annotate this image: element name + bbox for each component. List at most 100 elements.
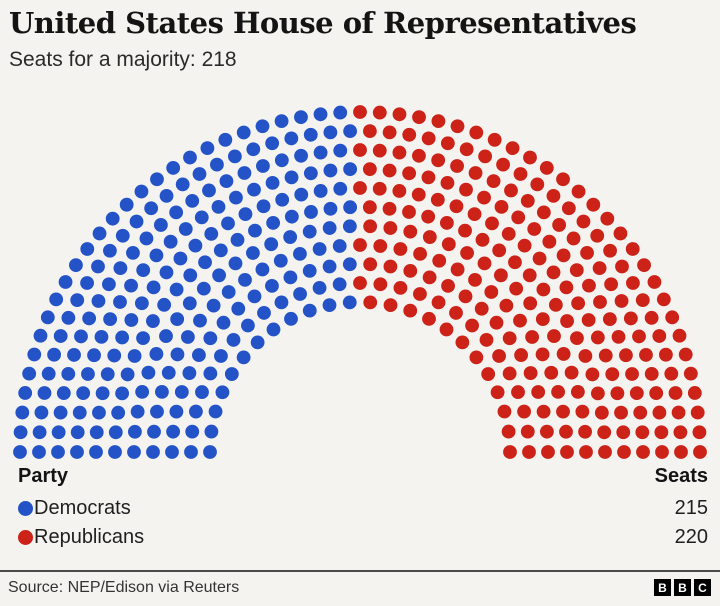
seat-dot bbox=[511, 210, 526, 225]
seat-dot bbox=[313, 107, 328, 122]
seat-dot bbox=[194, 210, 209, 225]
seat-dot bbox=[250, 335, 265, 350]
seat-dot bbox=[468, 272, 482, 287]
seat-dot bbox=[421, 170, 436, 185]
seat-dot bbox=[502, 331, 517, 346]
seat-dot bbox=[294, 187, 309, 202]
seat-dot bbox=[535, 312, 550, 327]
seat-dot bbox=[41, 366, 56, 381]
seat-dot bbox=[402, 127, 417, 142]
seat-dot bbox=[674, 445, 688, 459]
seat-dot bbox=[403, 224, 418, 239]
seat-dot bbox=[184, 445, 198, 459]
seat-dot bbox=[273, 253, 288, 268]
seat-dot bbox=[294, 110, 308, 125]
seat-dot bbox=[236, 350, 251, 365]
seat-dot bbox=[51, 425, 66, 440]
seat-dot bbox=[32, 445, 46, 459]
seat-dot bbox=[293, 247, 307, 261]
seat-dot bbox=[575, 404, 590, 419]
seat-dot bbox=[492, 349, 506, 363]
seat-dot bbox=[61, 310, 76, 325]
seat-dot bbox=[153, 218, 168, 232]
seat-dot bbox=[127, 445, 141, 459]
seat-dot bbox=[548, 297, 563, 312]
seat-dot bbox=[53, 405, 68, 420]
seat-dot bbox=[485, 216, 499, 231]
seat-dot bbox=[441, 279, 455, 293]
seat-dot bbox=[469, 350, 484, 365]
seat-dot bbox=[146, 314, 160, 328]
seat-dot bbox=[265, 175, 280, 190]
seat-dot bbox=[566, 231, 581, 246]
seat-dot bbox=[323, 125, 338, 140]
seat-dot bbox=[422, 311, 436, 326]
seat-dot bbox=[459, 182, 473, 197]
seat-dot bbox=[237, 166, 252, 180]
seat-dot bbox=[505, 141, 520, 156]
seat-dot bbox=[353, 238, 367, 252]
seat-dot bbox=[236, 125, 251, 140]
seat-dot bbox=[569, 263, 584, 277]
seat-dot bbox=[501, 226, 516, 241]
seat-dot bbox=[256, 159, 270, 173]
seat-dot bbox=[49, 292, 64, 307]
seat-dot bbox=[188, 238, 203, 253]
bbc-logo-block-b2: B bbox=[674, 579, 691, 596]
seat-dot bbox=[382, 163, 397, 178]
seat-dot bbox=[227, 149, 242, 164]
seat-dot bbox=[481, 367, 496, 381]
seat-dot bbox=[241, 318, 255, 333]
seat-dot bbox=[108, 425, 123, 440]
seat-dot bbox=[193, 313, 207, 328]
seat-dot bbox=[373, 277, 388, 292]
seat-dot bbox=[551, 385, 565, 399]
seat-dot bbox=[294, 148, 308, 163]
seat-dot bbox=[593, 295, 607, 309]
seat-dot bbox=[422, 230, 437, 244]
seat-dot bbox=[363, 295, 378, 310]
seat-dot bbox=[47, 347, 62, 362]
seat-dot bbox=[479, 333, 494, 347]
seat-dot bbox=[556, 172, 570, 187]
seat-dot bbox=[120, 367, 135, 382]
seat-dot bbox=[80, 242, 95, 256]
seat-dot bbox=[362, 200, 377, 215]
seat-dot bbox=[183, 268, 198, 283]
seat-dot bbox=[602, 312, 617, 327]
seat-dot bbox=[412, 148, 426, 163]
seat-dot bbox=[219, 174, 234, 189]
seat-dot bbox=[255, 119, 270, 134]
seat-dot bbox=[363, 219, 378, 234]
seat-dot bbox=[212, 268, 226, 283]
seat-dot bbox=[619, 348, 633, 363]
seat-dot bbox=[532, 251, 547, 266]
seat-dot bbox=[546, 265, 561, 280]
seat-dot bbox=[275, 192, 290, 207]
seat-dot bbox=[402, 166, 417, 181]
seat-dot bbox=[582, 278, 596, 293]
seat-dot bbox=[489, 315, 504, 330]
seat-dot bbox=[51, 445, 65, 459]
seat-dot bbox=[238, 272, 252, 287]
seat-dot bbox=[169, 205, 184, 220]
footer: Source: NEP/Edison via Reuters B B C bbox=[0, 572, 720, 606]
seat-dot bbox=[504, 183, 518, 198]
seat-dot bbox=[283, 270, 298, 285]
seat-dot bbox=[422, 270, 437, 285]
seat-dot bbox=[332, 277, 347, 292]
seat-dot bbox=[274, 153, 289, 168]
seat-dot bbox=[372, 181, 387, 196]
seat-dot bbox=[189, 404, 203, 419]
seat-dot bbox=[492, 243, 507, 258]
seat-dot bbox=[592, 261, 607, 276]
seat-dot bbox=[580, 245, 594, 260]
seat-dot bbox=[313, 184, 328, 198]
seat-dot bbox=[265, 136, 280, 151]
party-name: Republicans bbox=[34, 526, 145, 548]
seat-dot bbox=[693, 445, 707, 459]
seat-dot bbox=[15, 405, 30, 420]
seat-dot bbox=[87, 348, 101, 363]
seat-dot bbox=[231, 301, 246, 316]
seat-dot bbox=[18, 386, 33, 400]
